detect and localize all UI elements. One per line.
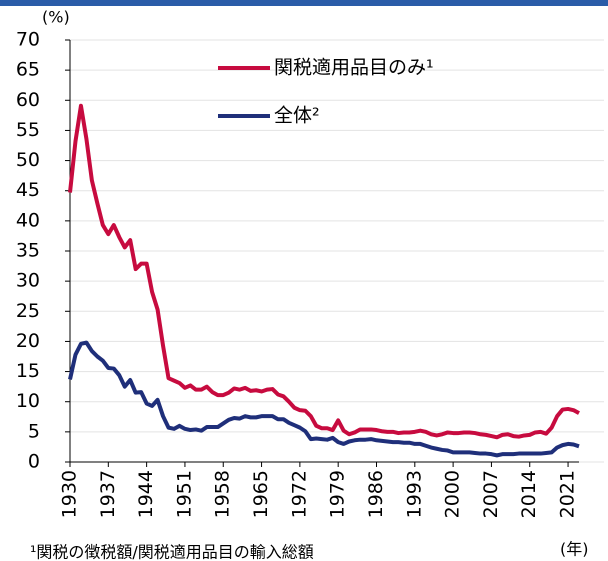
y-tick-label: 70 bbox=[16, 29, 40, 51]
y-tick-label: 60 bbox=[16, 89, 40, 111]
x-tick-label: 1951 bbox=[173, 470, 195, 518]
y-tick-label: 10 bbox=[16, 390, 40, 412]
footnote: ¹関税の徴税額/関税適用品目の輸入総額 bbox=[30, 543, 314, 561]
x-tick-label: 2014 bbox=[518, 470, 540, 518]
y-tick-label: 50 bbox=[16, 149, 40, 171]
y-tick-label: 5 bbox=[28, 420, 40, 442]
x-tick-label: 2007 bbox=[480, 470, 502, 518]
x-tick-label: 2021 bbox=[557, 470, 579, 518]
x-tick-label: 1993 bbox=[403, 470, 425, 518]
y-tick-label: 25 bbox=[16, 300, 40, 322]
x-tick-label: 1930 bbox=[59, 470, 81, 518]
y-tick-label: 20 bbox=[16, 330, 40, 352]
x-axis-label: (年) bbox=[560, 540, 589, 559]
x-tick-label: 1972 bbox=[288, 470, 310, 518]
y-tick-label: 65 bbox=[16, 59, 40, 81]
legend-label: 全体² bbox=[274, 105, 320, 127]
y-axis-label: (%) bbox=[42, 8, 70, 27]
x-tick-label: 1979 bbox=[327, 470, 349, 518]
x-tick-label: 2000 bbox=[442, 470, 464, 518]
y-tick-label: 0 bbox=[28, 451, 40, 473]
x-tick-label: 1965 bbox=[250, 470, 272, 518]
x-tick-label: 1937 bbox=[97, 470, 119, 518]
y-tick-label: 15 bbox=[16, 360, 40, 382]
legend-label: 関税適用品目のみ¹ bbox=[274, 57, 434, 79]
header-bar bbox=[0, 0, 608, 6]
x-tick-label: 1958 bbox=[212, 470, 234, 518]
x-tick-label: 1986 bbox=[365, 470, 387, 518]
y-tick-label: 30 bbox=[16, 270, 40, 292]
y-tick-label: 35 bbox=[16, 240, 40, 262]
y-tick-label: 55 bbox=[16, 119, 40, 141]
x-tick-label: 1944 bbox=[135, 470, 157, 518]
series-line bbox=[68, 103, 580, 440]
y-tick-label: 45 bbox=[16, 179, 40, 201]
y-tick-label: 40 bbox=[16, 209, 40, 231]
series-line bbox=[68, 340, 580, 458]
